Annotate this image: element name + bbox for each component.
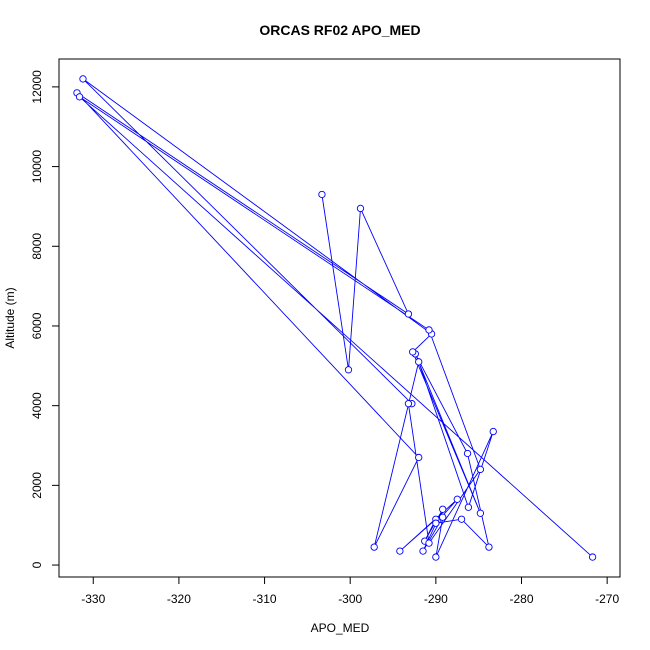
data-point xyxy=(464,503,473,511)
data-point xyxy=(476,465,485,474)
x-tick-label: -270 xyxy=(595,592,619,606)
data-point xyxy=(588,553,597,561)
data-point xyxy=(432,553,440,561)
y-axis: 0 2000 4000 6000 8000 10000 12000 xyxy=(30,70,60,568)
data-point xyxy=(419,547,427,555)
data-point xyxy=(404,310,413,318)
data-point xyxy=(453,495,461,503)
x-tick-label: -320 xyxy=(167,592,191,606)
data-point xyxy=(485,543,493,551)
x-tick-label: -310 xyxy=(253,592,277,606)
data-point xyxy=(489,427,497,436)
data-point xyxy=(415,453,423,462)
x-tick-label: -290 xyxy=(424,592,448,606)
x-axis-title: APO_MED xyxy=(311,621,370,635)
data-point xyxy=(370,543,378,551)
y-tick-label: 4000 xyxy=(30,392,44,419)
data-point xyxy=(356,204,365,213)
data-point xyxy=(79,75,87,83)
x-tick-label: -280 xyxy=(509,592,533,606)
data-point xyxy=(318,190,326,199)
data-point xyxy=(75,93,84,101)
x-tick-label: -330 xyxy=(81,592,105,606)
series-line xyxy=(76,78,593,558)
data-point xyxy=(396,547,404,555)
data-point xyxy=(457,515,466,523)
y-tick-label: 8000 xyxy=(30,233,44,260)
data-point xyxy=(404,400,413,408)
data-point xyxy=(425,539,433,547)
y-tick-label: 0 xyxy=(30,561,44,568)
x-tick-label: -300 xyxy=(338,592,362,606)
x-axis: -330 -320 -310 -300 -290 -280 -270 xyxy=(81,576,619,606)
y-axis-title: Altitude (m) xyxy=(3,287,17,348)
data-point xyxy=(439,513,447,521)
data-point xyxy=(432,519,440,527)
data-point xyxy=(415,358,423,366)
data-point xyxy=(463,449,472,458)
series-group xyxy=(73,75,597,561)
data-point xyxy=(476,509,485,517)
y-tick-label: 6000 xyxy=(30,312,44,339)
y-tick-label: 2000 xyxy=(30,472,44,499)
data-point xyxy=(439,505,447,513)
data-point xyxy=(425,326,433,334)
y-tick-label: 12000 xyxy=(30,70,44,104)
y-tick-label: 10000 xyxy=(30,150,44,184)
chart-title: ORCAS RF02 APO_MED xyxy=(259,22,420,38)
data-point xyxy=(344,366,353,374)
data-point xyxy=(409,348,417,356)
